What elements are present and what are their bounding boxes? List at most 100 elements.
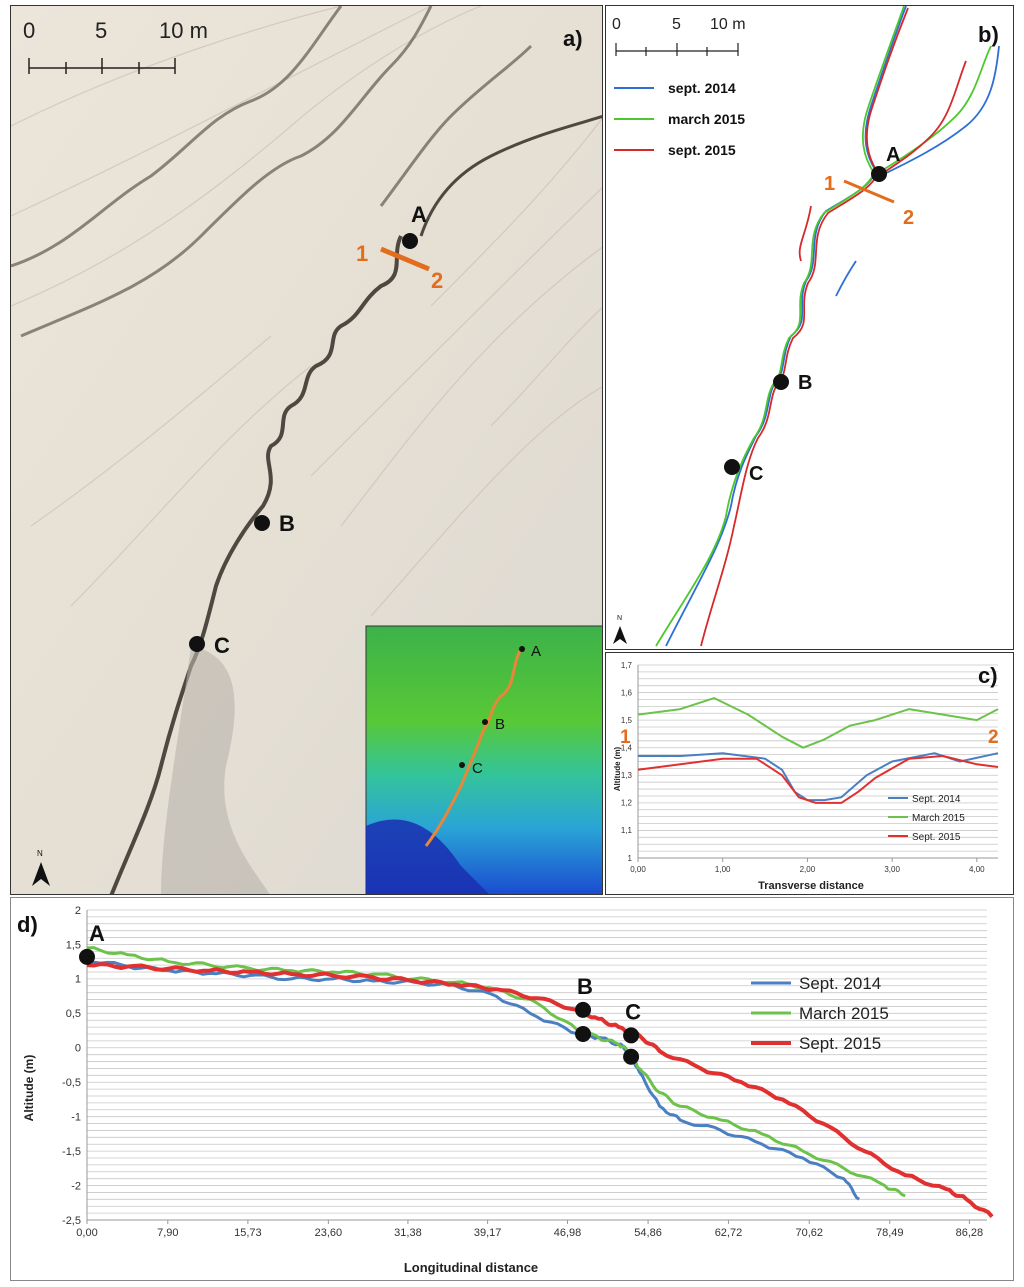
x-tick-label: 0,00 (630, 865, 646, 874)
legend-b-label-sept-2015: sept. 2015 (668, 142, 736, 158)
panel-c-transverse-chart: 0,00 1,00 2,00 3,00 4,00 1 1,1 1,2 1,3 1,4 1,5 1,6… (605, 652, 1014, 895)
inset-point-c (459, 762, 465, 768)
point-a-marker (402, 233, 418, 249)
x-tick-label: 7,90 (157, 1227, 178, 1239)
point-a-label: A (411, 202, 427, 227)
scale-tick-0: 0 (23, 18, 35, 43)
transect-line (380, 246, 430, 272)
chart-c-legend: Sept. 2014 March 2015 Sept. 2015 (888, 794, 965, 843)
x-tick-label: 46,98 (554, 1227, 582, 1239)
y-tick-label: 1,5 (621, 716, 633, 725)
point-b-a-marker (871, 166, 887, 182)
x-tick-label: 78,49 (876, 1227, 904, 1239)
x-tick-label: 15,73 (234, 1227, 262, 1239)
chart-d-grid (86, 909, 987, 1221)
y-tick-label: 0 (75, 1043, 81, 1055)
chart-d-markers: A B C (79, 921, 641, 1065)
y-tick-label: 1,3 (621, 771, 633, 780)
scale-tick-5: 5 (95, 18, 107, 43)
chart-c-lines (637, 697, 999, 804)
chart-d-svg: A B C 0,00 7,90 15,73 23,60 31,38 39,17 46,98 54,… (17, 905, 994, 1275)
profile-point-marker (575, 1026, 592, 1042)
point-b-c-marker (724, 459, 740, 475)
x-tick-label: 31,38 (394, 1227, 422, 1239)
y-tick-label: 1,1 (621, 826, 633, 835)
inset-point-a (519, 646, 525, 652)
x-tick-label: 2,00 (800, 865, 816, 874)
branch-sept-2015 (885, 60, 967, 172)
y-tick-label: 0,5 (66, 1008, 81, 1020)
inset-gully-trace (424, 648, 523, 847)
transect-end-label: 2 (431, 268, 443, 293)
point-b-c-label: C (749, 463, 763, 485)
transect-start-label: 1 (356, 241, 368, 266)
y-tick-label: -1 (71, 1112, 81, 1124)
scale-tick-10: 10 m (159, 18, 208, 43)
panel-b-gully-outlines: 0 5 10 m b) sept. 2014 march 2015 sept. … (605, 5, 1014, 650)
gully-channels (11, 6, 533, 338)
point-c-marker (189, 636, 205, 652)
panel-label-d: d) (17, 912, 38, 937)
chart-d-x-ticks: 0,00 7,90 15,73 23,60 31,38 39,17 46,98 54,86 62… (76, 1220, 983, 1239)
point-c-label: C (214, 633, 230, 658)
y-tick-label: 1,2 (621, 799, 633, 808)
rill-streaks (11, 6, 602, 617)
scale-b-tick-10: 10 m (710, 16, 746, 33)
chart-d-y-ticks: -2,5 -2 -1,5 -1 -0,5 0 0,5 1 1,5 2 (62, 905, 81, 1227)
scale-bar-b: 0 5 10 m (612, 16, 746, 56)
chart-c-svg: 0,00 1,00 2,00 3,00 4,00 1 1,1 1,2 1,3 1,4 1,5 1,6… (613, 661, 999, 892)
y-tick-label: 2 (75, 905, 81, 917)
series-line-sept-2014 (86, 958, 861, 1201)
chart-c-ylabel: Altitude (m) (613, 746, 622, 791)
legend-b: sept. 2014 march 2015 sept. 2015 (614, 80, 745, 158)
main-gully (109, 235, 403, 894)
profile-point-label-b: B (577, 974, 593, 999)
point-b-b-marker (773, 374, 789, 390)
branch-march-2015 (880, 45, 992, 172)
chart-d-xlabel: Longitudinal distance (404, 1260, 538, 1275)
panel-d-longitudinal-chart: A B C 0,00 7,90 15,73 23,60 31,38 39,17 46,98 54,… (10, 897, 1014, 1281)
y-tick-label: -2 (71, 1180, 81, 1192)
profile-point-marker (575, 1001, 592, 1018)
profile-point-label-a: A (89, 921, 105, 946)
branch-sept-2014 (883, 45, 1000, 175)
x-tick-label: 4,00 (969, 865, 985, 874)
profile-point-marker (623, 1027, 640, 1044)
chart-d-legend-label-march-2015: March 2015 (799, 1004, 889, 1023)
series-line-march-2015 (86, 946, 906, 1198)
outline-march-2015 (655, 6, 905, 647)
x-tick-label: 39,17 (474, 1227, 502, 1239)
y-tick-label: 1,6 (621, 688, 633, 697)
x-tick-label: 86,28 (956, 1227, 984, 1239)
transect-b-start-label: 1 (824, 173, 835, 195)
panel-label-b: b) (978, 22, 999, 47)
point-b-label: B (279, 511, 295, 536)
chart-c-legend-label-2014: Sept. 2014 (912, 794, 961, 805)
x-tick-label: 3,00 (884, 865, 900, 874)
upper-gully (419, 115, 602, 237)
x-tick-label: 70,62 (795, 1227, 823, 1239)
x-tick-label: 0,00 (76, 1227, 97, 1239)
profile-point-label-c: C (625, 999, 641, 1024)
rough-zone (161, 646, 270, 894)
legend-b-label-2014: sept. 2014 (668, 80, 736, 96)
x-tick-label: 54,86 (634, 1227, 662, 1239)
chart-d-ylabel: Altitude (m) (22, 1055, 36, 1122)
chart-c-end-label-left: 1 (620, 727, 631, 748)
y-tick-label: -1,5 (62, 1146, 81, 1158)
chart-d-legend-label-2014: Sept. 2014 (799, 974, 881, 993)
outline-map-svg: 0 5 10 m b) sept. 2014 march 2015 sept. … (612, 6, 1000, 647)
x-tick-label: 23,60 (315, 1227, 343, 1239)
scale-b-tick-0: 0 (612, 16, 621, 33)
y-tick-label: -0,5 (62, 1077, 81, 1089)
outline-sept-2015 (700, 7, 909, 647)
scale-bar: 0 5 10 m (23, 18, 208, 74)
point-b-a-label: A (886, 144, 900, 166)
chart-d-legend: Sept. 2014 March 2015 Sept. 2015 (751, 974, 889, 1053)
x-tick-label: 1,00 (715, 865, 731, 874)
y-tick-label: 1,7 (621, 661, 633, 670)
panel-label-c: c) (978, 663, 998, 688)
y-tick-label: 1 (628, 854, 633, 863)
north-arrow-b: N (613, 615, 627, 644)
panel-a-relief-map: 0 5 10 m a) 1 2 A B C N A B (10, 5, 603, 895)
